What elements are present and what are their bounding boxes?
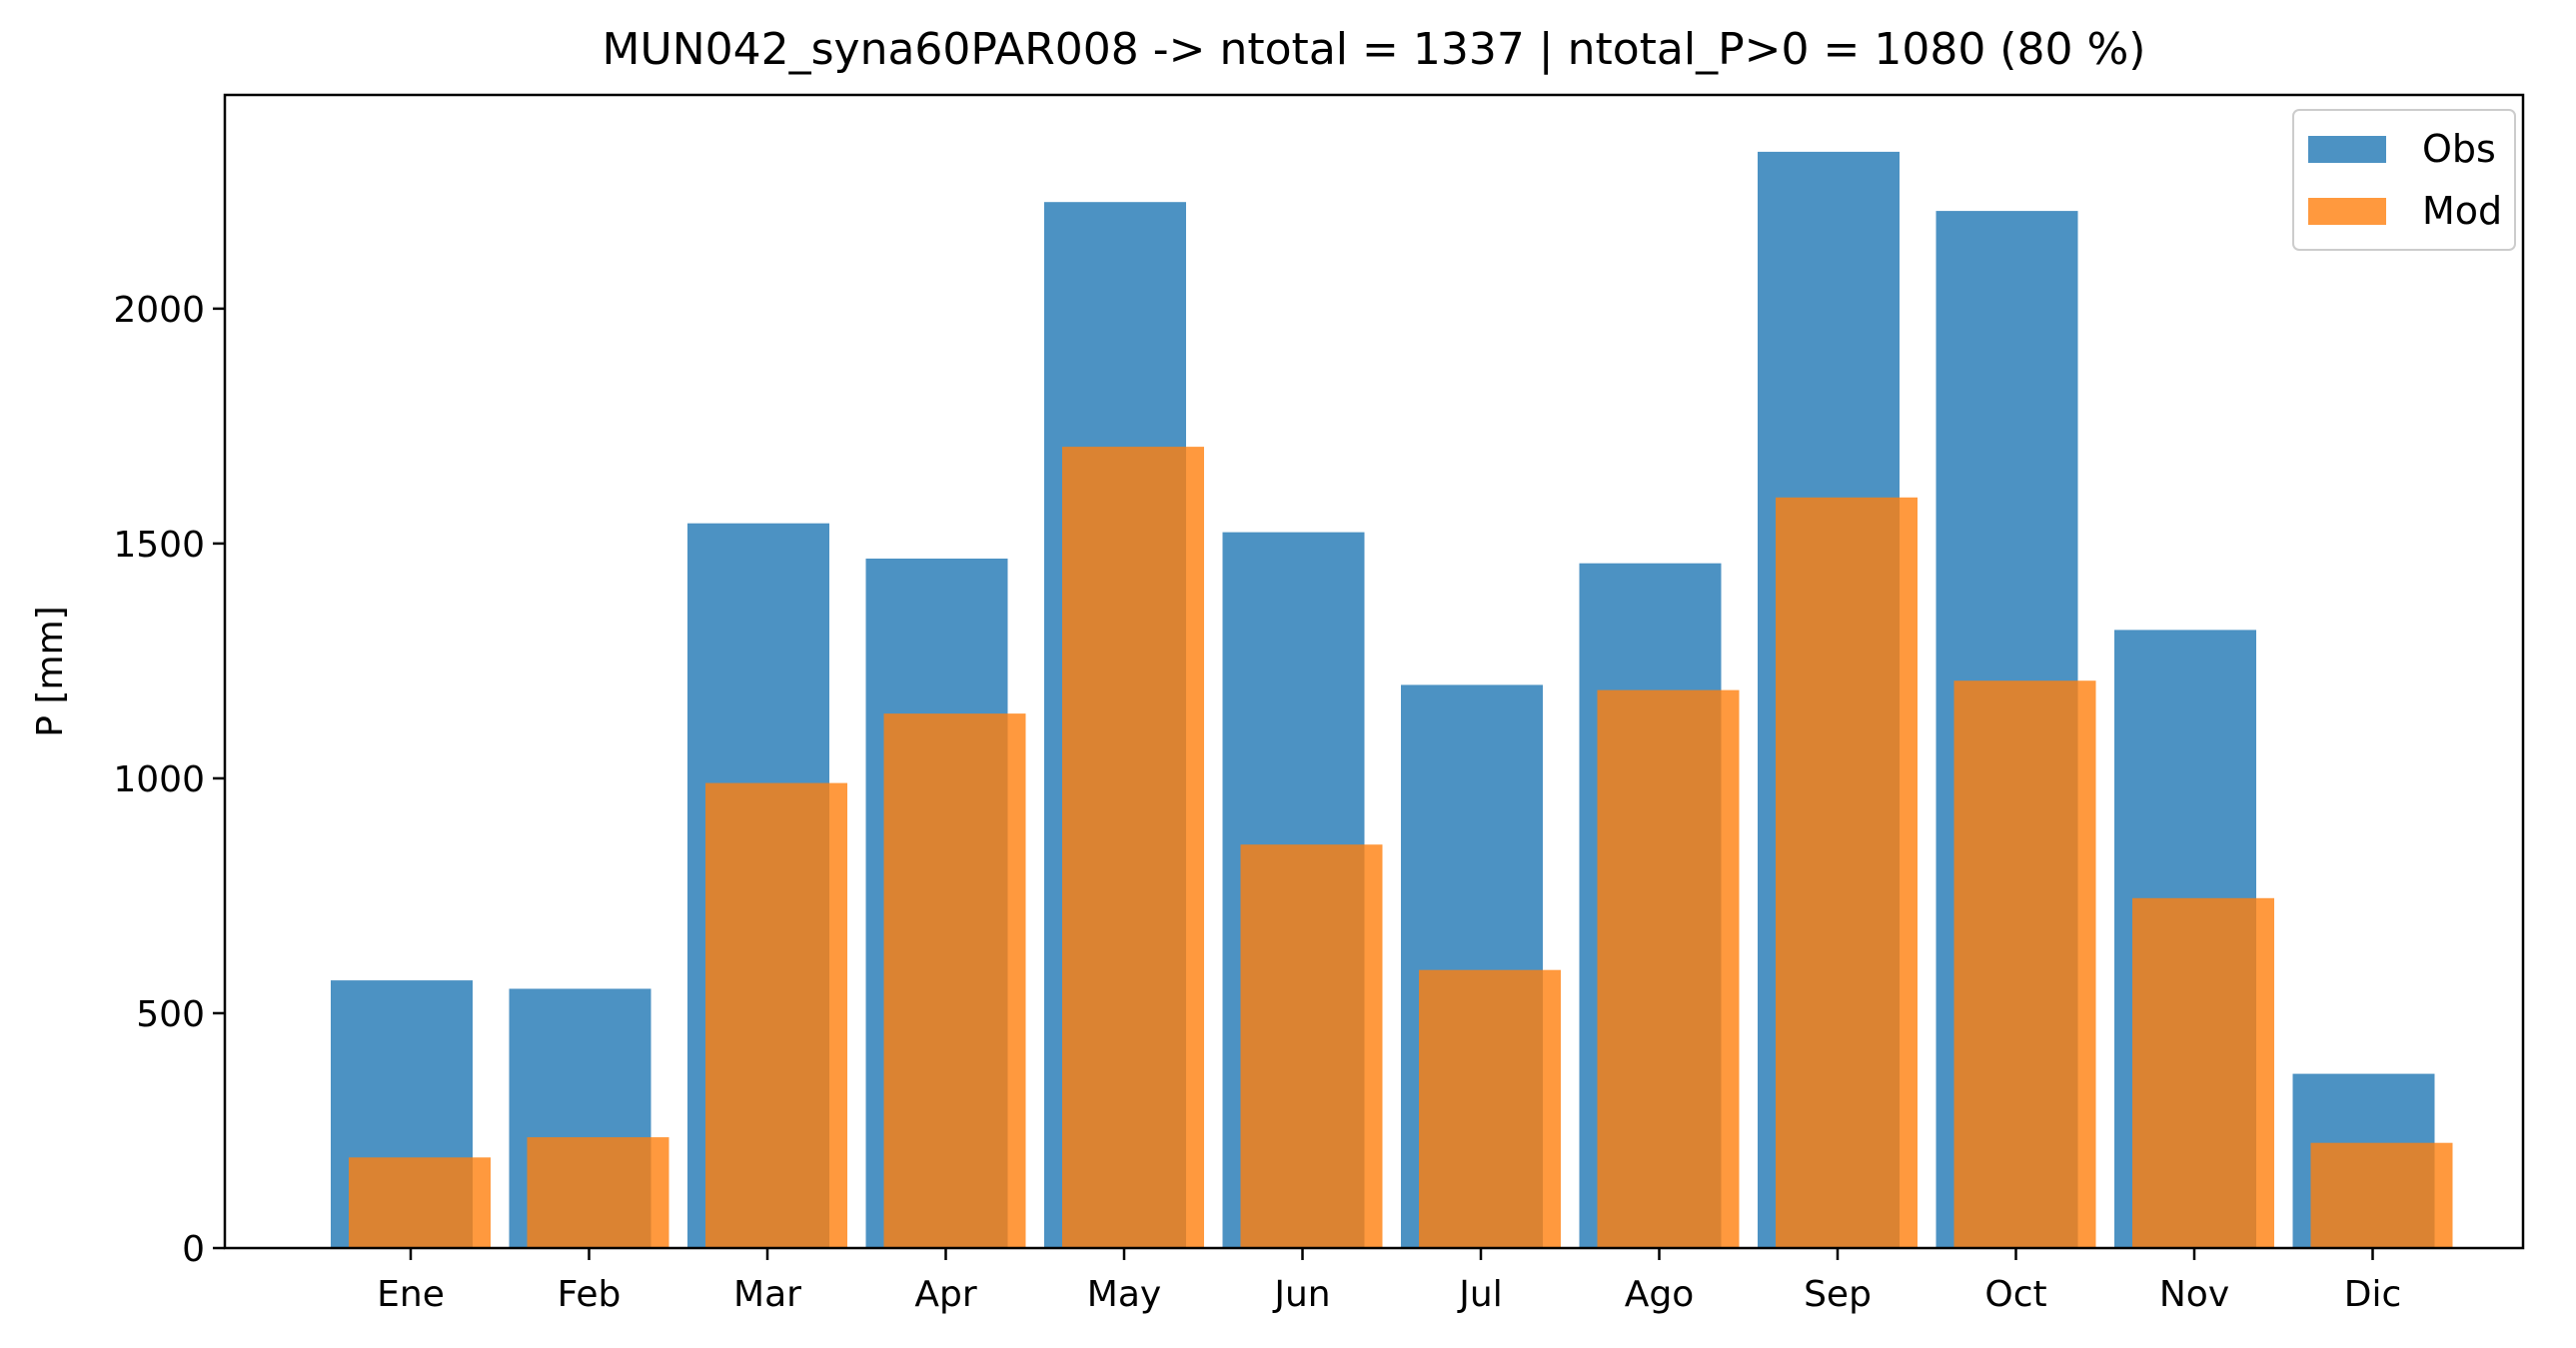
bar-mod-jun [1240, 844, 1383, 1248]
bar-mod-dic [2310, 1142, 2453, 1248]
x-tick-label-dic: Dic [2344, 1274, 2402, 1315]
axes-frame [223, 93, 2525, 1250]
x-tick-label-apr: Apr [914, 1274, 976, 1315]
bar-mod-ene [349, 1157, 491, 1248]
y-tick-label: 500 [136, 994, 205, 1035]
bar-mod-nov [2132, 897, 2274, 1248]
x-tick-label-ago: Ago [1625, 1274, 1695, 1315]
x-tick-label-jun: Jun [1272, 1274, 1330, 1315]
x-tick-label-mar: Mar [733, 1274, 801, 1315]
x-tick-label-sep: Sep [1804, 1274, 1872, 1315]
bar-mod-mar [705, 782, 847, 1248]
legend-swatch-mod [2308, 198, 2386, 225]
x-tick-label-ene: Ene [377, 1274, 445, 1315]
x-tick-label-may: May [1087, 1274, 1161, 1315]
x-tick-label-jul: Jul [1457, 1274, 1502, 1315]
legend-label-mod: Mod [2422, 189, 2502, 233]
bar-mod-apr [883, 713, 1026, 1248]
legend: Obs Mod [2292, 109, 2516, 251]
x-tick-label-feb: Feb [558, 1274, 622, 1315]
x-axis: Ene Feb Mar Apr May Jun Jul Ago Sep Oct Nov Dic [377, 1248, 2401, 1315]
y-axis-label: P [mm] [30, 606, 71, 736]
bar-mod-sep [1776, 497, 1918, 1248]
bars-layer [331, 151, 2453, 1249]
bar-mod-may [1062, 447, 1204, 1249]
legend-swatch-obs [2308, 136, 2386, 163]
bar-mod-oct [1953, 680, 2096, 1248]
bar-mod-jul [1419, 969, 1561, 1248]
y-tick-label: 2000 [113, 290, 205, 331]
chart-title: MUN042_syna60PAR008 -> ntotal = 1337 | n… [603, 24, 2146, 75]
x-tick-label-oct: Oct [1984, 1274, 2046, 1315]
bar-mod-ago [1597, 689, 1740, 1248]
y-tick-label: 1500 [113, 525, 205, 566]
x-tick-label-nov: Nov [2159, 1274, 2229, 1315]
y-tick-label: 0 [182, 1229, 205, 1270]
bar-mod-feb [527, 1137, 669, 1248]
y-tick-label: 1000 [113, 759, 205, 800]
y-axis: 0 500 1000 1500 2000 [113, 290, 225, 1270]
legend-label-obs: Obs [2422, 127, 2496, 171]
